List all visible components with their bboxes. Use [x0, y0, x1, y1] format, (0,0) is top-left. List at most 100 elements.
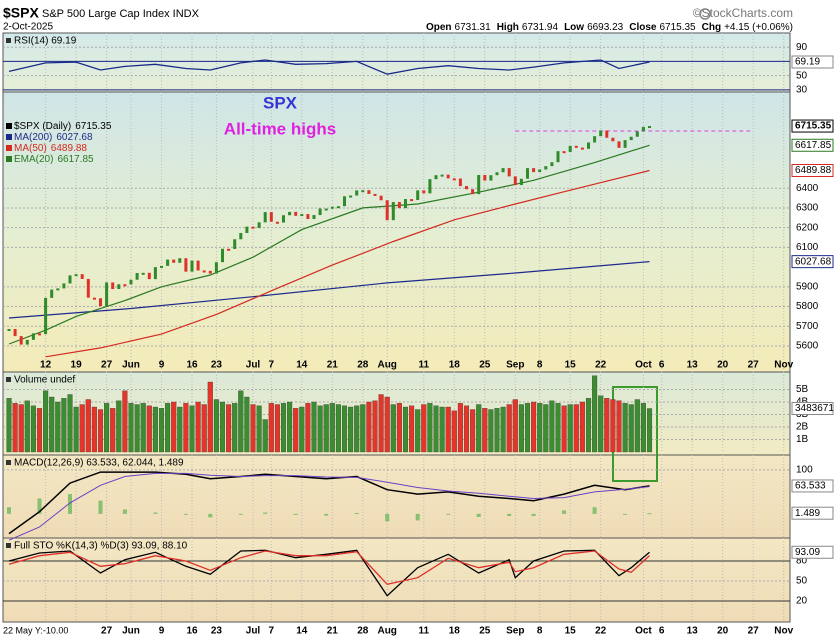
- price-bar: [458, 178, 462, 187]
- volume-bar: [152, 406, 158, 453]
- histogram-bar: [507, 513, 512, 517]
- price-bar: [123, 284, 127, 287]
- price-bar: [135, 273, 139, 280]
- volume-bar: [91, 406, 97, 453]
- sto-panel: [2, 537, 791, 623]
- volume-bar: [610, 399, 616, 453]
- price-bar: [562, 151, 566, 154]
- volume-bar: [402, 406, 409, 453]
- title-icon: [6, 377, 11, 382]
- histogram-bar: [385, 513, 390, 522]
- copyright: ©StockCharts.com: [693, 6, 793, 20]
- quote-value: 6693.23: [587, 22, 624, 33]
- price-bar: [349, 195, 353, 198]
- value-label: 6715.35: [795, 121, 832, 132]
- volume-bar: [311, 401, 317, 453]
- volume-bar: [305, 403, 311, 453]
- price-bar: [184, 258, 188, 272]
- x-tick-label: 15: [565, 360, 577, 371]
- y-tick-label: 5900: [796, 281, 819, 292]
- y-tick-label: 50: [796, 576, 808, 587]
- volume-bar: [49, 396, 55, 453]
- price-bar: [257, 222, 261, 229]
- x-tick-label: 13: [687, 626, 699, 636]
- value-box: [791, 164, 834, 178]
- price-panel: [2, 91, 791, 373]
- price-bar: [141, 272, 145, 275]
- panel-title: RSI(14) 69.19: [14, 36, 77, 47]
- volume-bar: [634, 399, 640, 453]
- price-bar: [507, 168, 511, 177]
- price-bar: [422, 190, 426, 194]
- legend-icon: [6, 156, 12, 162]
- price-bar: [629, 136, 633, 141]
- x-tick-label: Aug: [377, 360, 396, 371]
- price-bar: [556, 151, 560, 163]
- volume-bar: [470, 409, 476, 453]
- moving-average: [8, 144, 650, 345]
- price-bar: [605, 130, 609, 138]
- volume-bar: [24, 400, 30, 453]
- x-tick-label: 11: [419, 360, 430, 371]
- x-tick-label: 9: [159, 626, 165, 636]
- x-tick-label: 22: [595, 626, 607, 636]
- price-bar: [245, 226, 249, 233]
- volume-bar: [335, 404, 341, 453]
- x-tick-label: Jul: [246, 360, 261, 371]
- price-bar: [336, 206, 340, 209]
- legend-icon: [6, 134, 12, 140]
- legend-name: MA(200): [14, 132, 52, 143]
- price-bar: [373, 193, 377, 196]
- volume-bar: [287, 401, 293, 453]
- title-icon: [6, 38, 11, 43]
- x-tick-label: 12: [40, 360, 52, 371]
- volume-bar: [256, 405, 262, 453]
- volume-bar: [421, 404, 427, 453]
- volume-bar: [30, 405, 36, 453]
- x-tick-label: 15: [565, 626, 577, 636]
- volume-bar: [378, 394, 384, 453]
- price-bar: [80, 274, 84, 279]
- histogram-bar: [208, 513, 213, 518]
- histogram-bar: [623, 513, 628, 515]
- price-bar: [648, 126, 651, 129]
- y-tick-label: 2B: [796, 422, 809, 433]
- macd-panel: [2, 454, 791, 539]
- annotation: SPX: [263, 93, 298, 112]
- volume-bar: [146, 405, 152, 453]
- volume-bar: [189, 405, 195, 453]
- x-tick-label: 18: [449, 626, 461, 636]
- price-bar: [501, 168, 505, 173]
- volume-bar: [213, 399, 219, 453]
- legend-entry: EMA(20) 6617.85: [14, 154, 94, 165]
- price-bar: [593, 136, 597, 143]
- volume-bar: [140, 403, 146, 453]
- volume-bar: [262, 419, 268, 453]
- legend-icon: [6, 123, 12, 129]
- value-box: [791, 138, 834, 152]
- x-tick-label: Jun: [122, 626, 140, 636]
- price-bar: [111, 282, 115, 289]
- volume-bar: [104, 403, 110, 453]
- volume-bar: [207, 381, 213, 453]
- volume-bar: [323, 404, 329, 453]
- volume-bar: [226, 404, 232, 453]
- volume-bar: [451, 410, 457, 453]
- price-bar: [440, 174, 444, 177]
- price-bar: [196, 260, 200, 271]
- value-label: 6617.85: [795, 140, 832, 151]
- value-box: [791, 119, 834, 133]
- price-bar: [355, 190, 359, 196]
- volume-bar: [628, 404, 634, 453]
- footer: 22 May Y:-10.00: [3, 625, 68, 635]
- x-tick-label: 25: [479, 360, 491, 371]
- x-tick-label: 16: [186, 360, 198, 371]
- x-tick-label: 27: [101, 360, 113, 371]
- volume-bar: [561, 405, 567, 453]
- y-tick-label: 1B: [796, 434, 809, 445]
- x-tick-label: Nov: [774, 626, 793, 636]
- volume-bar: [488, 409, 494, 453]
- volume-bar: [6, 398, 12, 453]
- volume-bar: [238, 390, 244, 453]
- volume-bar: [79, 404, 85, 453]
